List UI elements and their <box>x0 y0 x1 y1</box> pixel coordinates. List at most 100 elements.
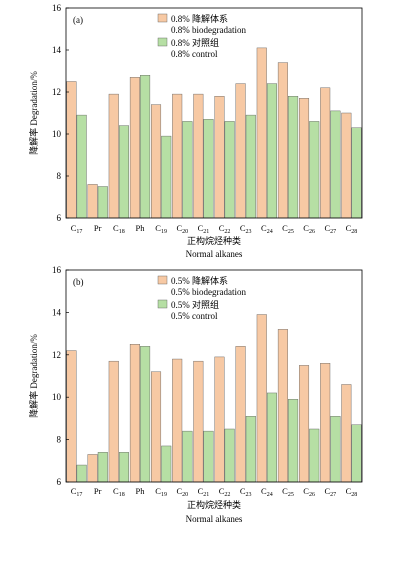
x-tick-subscript: 17 <box>76 229 82 235</box>
bar-control-C17 <box>76 114 87 219</box>
x-tick-label: C17 <box>71 486 83 498</box>
legend-swatch-biodegradation <box>157 275 168 285</box>
bar-control-C18 <box>118 452 129 483</box>
bar-biodegradation-C19 <box>151 371 162 483</box>
x-tick-label: C19 <box>155 223 167 235</box>
bar-control-C27 <box>330 416 341 483</box>
y-tick-label: 6 <box>57 213 62 223</box>
x-tick-subscript: 26 <box>309 229 315 235</box>
x-tick-subscript: 23 <box>246 492 252 498</box>
bar-biodegradation-C22 <box>214 356 225 483</box>
panel-label: (a) <box>73 15 83 25</box>
x-tick-label: C18 <box>113 223 125 235</box>
bar-biodegradation-C20 <box>172 358 183 483</box>
x-tick-subscript: 21 <box>203 229 209 235</box>
x-axis-label-cn: 正构烷烃种类 <box>187 499 241 510</box>
bar-biodegradation-C17 <box>66 81 77 219</box>
bar-biodegradation-C26 <box>299 365 310 483</box>
bar-control-C27 <box>330 110 341 219</box>
bar-biodegradation-C18 <box>108 93 119 219</box>
bar-control-C26 <box>309 121 320 219</box>
bar-biodegradation-C21 <box>193 93 204 219</box>
x-tick-label: C21 <box>198 223 210 235</box>
x-axis-label: Normal alkanes <box>186 514 243 524</box>
y-axis-label: 降解率 Degradation/% <box>28 71 39 155</box>
x-tick-subscript: 23 <box>246 229 252 235</box>
x-tick-subscript: 17 <box>76 492 82 498</box>
y-tick-label: 14 <box>52 307 62 317</box>
bar-control-Ph <box>140 346 151 483</box>
y-tick-label: 16 <box>52 265 62 275</box>
x-tick-subscript: 25 <box>288 492 294 498</box>
bar-control-C24 <box>266 83 277 219</box>
x-tick-label: C17 <box>71 223 83 235</box>
bar-biodegradation-C25 <box>277 329 288 483</box>
bar-control-C24 <box>266 392 277 483</box>
x-tick-subscript: 20 <box>182 229 188 235</box>
bar-biodegradation-C27 <box>320 87 331 219</box>
legend-label-cn: 0.5% 降解体系 <box>171 275 228 286</box>
bar-control-C20 <box>182 121 193 219</box>
legend-swatch-control <box>157 299 168 309</box>
x-tick-subscript: 20 <box>182 492 188 498</box>
x-tick-label: C22 <box>219 486 231 498</box>
x-tick-label: C24 <box>261 486 273 498</box>
x-tick-label: C20 <box>176 486 188 498</box>
bar-control-C26 <box>309 428 320 483</box>
y-tick-label: 8 <box>57 171 62 181</box>
x-tick-subscript: 27 <box>330 492 336 498</box>
plot-frame <box>65 269 363 483</box>
y-axis-label: 降解率 Degradation/% <box>28 334 39 418</box>
legend-swatch-control <box>157 37 168 47</box>
bar-control-C21 <box>203 430 214 483</box>
bar-biodegradation-C20 <box>172 93 183 219</box>
bar-control-C20 <box>182 430 193 483</box>
bar-control-C17 <box>76 464 87 483</box>
x-tick-label: C25 <box>282 486 294 498</box>
x-tick-subscript: 28 <box>351 229 357 235</box>
legend-label: 0.8% control <box>171 49 218 59</box>
bar-control-Ph <box>140 74 151 219</box>
bar-control-C28 <box>351 424 362 483</box>
y-tick-label: 12 <box>52 350 61 360</box>
legend-label-cn: 0.8% 对照组 <box>171 37 219 48</box>
bar-control-C22 <box>224 428 235 483</box>
y-tick-label: 12 <box>52 87 61 97</box>
legend-label: 0.8% biodegradation <box>171 25 246 35</box>
x-tick-label: C26 <box>303 486 315 498</box>
legend-label: 0.5% control <box>171 311 218 321</box>
bar-biodegradation-C23 <box>235 346 246 483</box>
x-tick-subscript: 28 <box>351 492 357 498</box>
y-tick-label: 8 <box>57 435 62 445</box>
bar-biodegradation-Ph <box>129 77 140 219</box>
x-tick-label: C21 <box>198 486 210 498</box>
x-axis-label-cn: 正构烷烃种类 <box>187 235 241 246</box>
bar-control-C19 <box>161 135 172 219</box>
x-tick-label: C23 <box>240 486 252 498</box>
x-tick-subscript: 25 <box>288 229 294 235</box>
x-tick-subscript: 26 <box>309 492 315 498</box>
x-tick-subscript: 18 <box>119 229 125 235</box>
x-tick-label: C18 <box>113 486 125 498</box>
legend-label-cn: 0.5% 对照组 <box>171 299 219 310</box>
x-tick-subscript: 27 <box>330 229 336 235</box>
bar-biodegradation-C24 <box>256 314 267 483</box>
x-tick-label: C28 <box>346 223 358 235</box>
y-tick-label: 10 <box>52 129 62 139</box>
x-tick-label: Ph <box>136 223 146 233</box>
bar-control-C23 <box>245 114 256 219</box>
bar-biodegradation-C22 <box>214 95 225 219</box>
chart-panel-2: 6 8 10 12 14 16 C17 Pr C18 Ph C19 C20 C21 C22 C23 C24 C2… <box>28 265 363 524</box>
bar-control-Pr <box>97 452 108 483</box>
bar-control-C18 <box>118 125 129 219</box>
x-tick-label: Pr <box>94 486 102 496</box>
x-tick-label: C23 <box>240 223 252 235</box>
legend-label: 0.5% biodegradation <box>171 287 246 297</box>
x-tick-label: C27 <box>324 223 336 235</box>
legend-swatch-biodegradation <box>157 13 168 23</box>
x-tick-subscript: 18 <box>119 492 125 498</box>
legend-label-cn: 0.8% 降解体系 <box>171 13 228 24</box>
x-tick-subscript: 19 <box>161 492 167 498</box>
x-tick-label: Pr <box>94 223 102 233</box>
